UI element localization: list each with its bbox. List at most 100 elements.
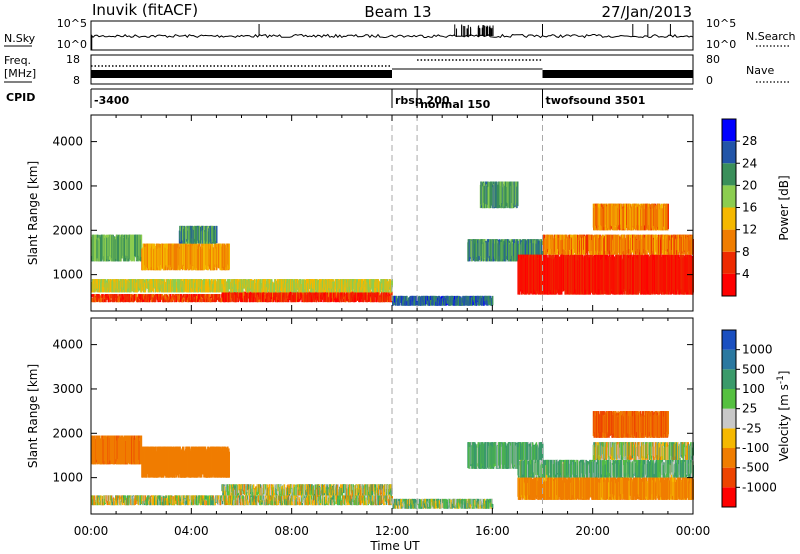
power-cell [125,294,127,300]
power-cell [100,294,103,301]
power-cell [392,299,394,306]
power-cell [208,295,211,303]
velocity-cell [247,500,249,506]
cpid-segment-label: normal 150 [420,98,491,111]
power-cell [387,291,390,297]
velocity-cell [114,498,117,506]
power-cell [370,296,372,303]
power-cell [119,294,121,299]
power-cell [203,294,206,300]
power-cell [384,295,386,303]
power-cell [172,294,174,301]
velocity-cell [206,495,208,501]
power-cell [103,297,106,303]
velocity-cell [269,495,271,500]
power-cell [92,294,94,297]
velocity-cell [246,495,249,505]
velocity-cell [106,499,109,506]
power-cell [361,291,363,298]
power-cell [299,279,302,290]
nsky-trace [90,24,694,50]
power-cell [146,294,149,303]
power-cell [183,299,185,303]
velocity-cell [299,499,301,506]
power-cell [98,297,100,303]
velocity-cell [263,498,265,506]
velocity-cell [225,495,227,500]
power-cell [359,294,361,303]
power-cell [361,296,364,303]
velocity-cell [285,498,287,506]
power-cell [333,292,335,303]
power-cell [346,283,349,293]
power-cell [269,294,271,303]
power-cell [284,284,286,293]
velocity-heatmap [91,411,694,509]
velocity-cell [182,495,184,502]
velocity-cell [261,495,264,501]
velocity-cell [153,495,155,502]
velocity-cell [141,501,144,506]
date-title: 27/Jan/2013 [602,3,693,21]
power-cell [217,294,220,302]
power-cell [148,294,150,301]
power-cell [152,297,154,303]
freq-label: Freq. [4,54,31,67]
power-cell [406,295,408,302]
power-cell [126,294,128,300]
velocity-cell [116,500,118,506]
power-cell [260,284,263,293]
power-cell [172,279,174,288]
power-cell [204,295,207,303]
power-cell [391,291,393,298]
power-cell [292,295,294,303]
power-cell [193,294,196,297]
velocity-cell [249,498,252,506]
velocity-cell [204,500,207,506]
velocity-cell [271,496,273,506]
velocity-cell [266,500,268,506]
velocity-cell [327,495,329,504]
velocity-cell [161,499,164,506]
power-cell [216,225,218,244]
power-cell [102,296,104,303]
power-cell [303,291,306,300]
velocity-cell [220,496,222,506]
velocity-cell [144,495,147,503]
velocity-cell [103,495,105,502]
power-cell [375,291,378,300]
power-cell [187,294,189,301]
power-cell [198,294,201,301]
velocity-cell [247,495,249,500]
power-cell [209,294,211,297]
power-cell [208,279,211,288]
velocity-cell [178,497,180,506]
velocity-cell [355,498,357,506]
power-cell [466,295,468,304]
cpid-segment-label: rbsp 200 [395,94,450,107]
power-cell [363,296,365,303]
power-cell [478,295,480,301]
power-cell [308,291,311,297]
power-cell [340,291,342,301]
power-cell [140,234,143,257]
velocity-cell [284,495,286,505]
velocity-cell [339,495,342,500]
power-cell [201,298,203,303]
velocity-cell [350,495,352,502]
power-cell [370,291,373,300]
nave-tick-bottom: 0 [706,74,713,87]
velocity-cell [264,499,266,506]
velocity-cell [94,495,97,502]
power-cell [394,300,397,306]
velocity-cell [202,498,204,506]
freq-band [542,70,693,78]
velocity-cell [284,495,286,500]
velocity-cell [332,499,335,506]
freq-unit: [MHz] [4,67,36,80]
power-cell [272,297,275,303]
power-cell [103,279,105,287]
nsky-line [90,32,694,42]
